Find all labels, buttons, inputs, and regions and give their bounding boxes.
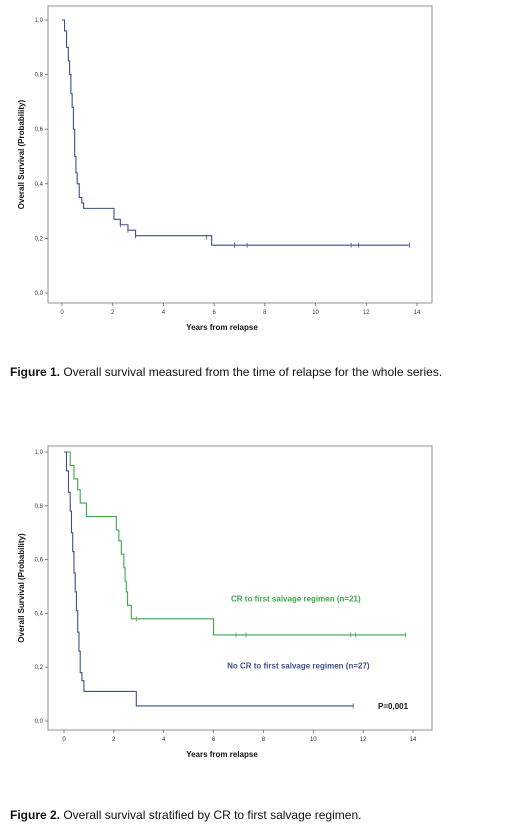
chart-2-annotation-0: CR to first salvage regimen (n=21) [231,594,361,603]
chart-2-x-axis-title: Years from relapse [186,750,258,759]
chart-2-x-tick-label: 2 [112,737,116,743]
survival-chart-whole-series: 0,0 0,2 0,4 0,6 0,8 1,0 0 2 4 6 8 10 12 14 Years from … [0,0,520,340]
chart-2-series-0-line [64,451,406,636]
figure-1-text: Overall survival measured from the time … [60,365,443,379]
figure-2-label: Figure 2. [10,808,61,822]
chart-2-y-tick-label: 0,4 [35,611,44,617]
chart-1-x-tick-label: 8 [263,310,267,316]
chart-2-annotation-1: No CR to first salvage regimen (n=27) [227,662,370,671]
figure-2-caption: Figure 2. Overall survival stratified by… [10,808,515,822]
chart-1-x-tick-label: 10 [312,310,319,316]
chart-2-y-tick-label: 0,0 [35,719,44,725]
chart-1-y-tick-label: 1,0 [35,18,44,24]
figure-2-text: Overall survival stratified by CR to fir… [60,808,362,822]
chart-2-x-tick-label: 14 [410,737,417,743]
chart-2-x-tick-label: 8 [262,737,266,743]
chart-1-x-tick-label: 14 [414,310,421,316]
chart-1-x-tick-label: 12 [363,310,370,316]
chart-1-y-tick-label: 0,0 [35,291,44,297]
chart-1-x-tick-label: 2 [111,310,115,316]
chart-2-svg: 0,0 0,2 0,4 0,6 0,8 1,0 0 2 4 6 8 10 12 14 Years from … [17,445,433,759]
chart-2-x-tick-label: 4 [162,737,166,743]
chart-1-y-tick-label: 0,4 [35,182,44,188]
chart-1-x-tick-label: 6 [212,310,216,316]
chart-1-series-0-line [62,19,410,246]
chart-2-series-1-line [64,451,354,707]
chart-1-y-tick-label: 0,2 [35,236,44,242]
chart-1-y-tick-label: 0,8 [35,73,44,79]
chart-2-y-tick-label: 0,8 [35,504,44,510]
figure-1-caption: Figure 1. Overall survival measured from… [10,365,515,379]
chart-1-x-tick-label: 0 [60,310,64,316]
chart-1-plot-frame [47,5,433,304]
chart-2-x-tick-label: 10 [310,737,317,743]
chart-1-x-tick-label: 4 [162,310,166,316]
chart-2-x-tick-label: 0 [62,737,66,743]
chart-1-svg: 0,0 0,2 0,4 0,6 0,8 1,0 0 2 4 6 8 10 12 14 Years from … [17,5,433,332]
chart-1-y-tick-label: 0,6 [35,127,44,133]
chart-1-y-axis-title: Overall Survival (Probability) [17,99,26,209]
chart-2-y-axis-title: Overall Survival (Probability) [17,533,26,643]
chart-2-x-tick-label: 12 [360,737,367,743]
chart-2-plot-frame [47,445,433,731]
figure-1-label: Figure 1. [10,365,61,379]
survival-chart-by-cr: 0,0 0,2 0,4 0,6 0,8 1,0 0 2 4 6 8 10 12 14 Years from … [0,440,520,780]
chart-2-y-tick-label: 1,0 [35,450,44,456]
chart-2-x-tick-label: 6 [212,737,216,743]
chart-2-annotation-2: P=0,001 [378,702,409,711]
chart-2-y-tick-label: 0,2 [35,665,44,671]
chart-1-x-axis-title: Years from relapse [186,323,258,332]
chart-2-y-tick-label: 0,6 [35,558,44,564]
